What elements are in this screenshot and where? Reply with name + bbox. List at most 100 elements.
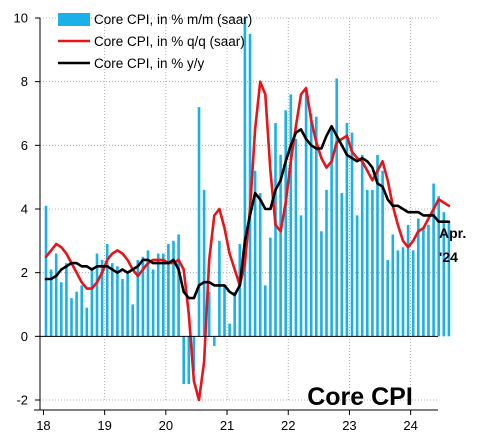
x-tick-label: 21 (220, 418, 234, 433)
bar-mm (116, 266, 119, 337)
bar-mm (447, 221, 451, 337)
bar-mm (391, 234, 395, 337)
bar-mm (182, 336, 185, 385)
bar-mm (243, 18, 247, 337)
bar-mm (427, 224, 430, 337)
bar-mm (371, 189, 374, 337)
bar-mm (315, 116, 318, 337)
legend: Core CPI, in % m/m (saar) Core CPI, in % … (58, 12, 252, 71)
bar-mm (141, 256, 145, 337)
y-tick-label: 2 (21, 265, 28, 280)
bar-mm (136, 259, 140, 337)
bar-mm (299, 215, 303, 337)
bar-mm (213, 336, 216, 346)
x-axis-tick-labels: 18 19 20 21 22 23 24 (36, 418, 418, 433)
bar-mm (258, 193, 262, 337)
y-tick-label: 8 (21, 74, 28, 89)
bar-mm (172, 240, 175, 337)
bar-mm (381, 170, 384, 337)
bar-mm (151, 269, 155, 337)
bar-mm (44, 205, 48, 337)
bar-mm (60, 282, 63, 337)
legend-label: Core CPI, in % y/y (94, 56, 205, 71)
bar-mm (75, 291, 78, 337)
bar-mm (355, 215, 359, 337)
line-qq (44, 80, 451, 402)
bar-mm (274, 123, 277, 337)
bar-mm (105, 244, 109, 337)
bar-mm (70, 298, 73, 337)
bar-mm (422, 228, 425, 337)
x-tick-label: 19 (97, 418, 111, 433)
bar-mm (340, 193, 344, 337)
bar-mm (304, 88, 308, 337)
bar-mm (233, 291, 236, 337)
x-tick-label: 18 (36, 418, 50, 433)
bar-mm (146, 250, 150, 337)
bar-mm (192, 336, 196, 372)
bar-mm (202, 189, 206, 337)
y-tick-label: 0 (21, 329, 28, 344)
x-tick-label: 23 (342, 418, 356, 433)
bar-mm (162, 253, 165, 337)
bar-mm (345, 123, 349, 337)
bar-mm (131, 304, 134, 337)
bar-mm (49, 269, 53, 337)
bar-mm (126, 272, 129, 337)
bar-mm (401, 247, 405, 337)
bar-mm (294, 138, 298, 337)
bar-mm (177, 234, 180, 337)
bar-mm (197, 107, 201, 337)
bar-mm (376, 154, 379, 337)
bar-mm (111, 263, 114, 337)
bar-mm (264, 285, 267, 337)
y-tick-label: 10 (14, 11, 28, 26)
x-tick-label: 20 (159, 418, 173, 433)
bar-mm (223, 285, 226, 337)
bar-mm (95, 253, 99, 337)
bar-mm (432, 183, 435, 337)
bar-mm (167, 244, 170, 337)
x-tick-label: 24 (403, 418, 417, 433)
bar-mm (330, 126, 333, 337)
bar-mm (335, 78, 338, 337)
bar-mm (269, 237, 272, 337)
bar-mm (207, 291, 211, 337)
bar-mm (437, 196, 440, 337)
bar-mm (289, 94, 293, 337)
annotation-month: Apr. (439, 225, 466, 241)
y-tick-label: 6 (21, 138, 28, 153)
bar-mm (417, 218, 420, 337)
bar-mm (386, 259, 389, 337)
legend-label: Core CPI, in % m/m (saar) (94, 12, 252, 27)
chart-title: Core CPI (307, 383, 413, 411)
x-tick-label: 22 (281, 418, 295, 433)
bar-mm (360, 154, 364, 337)
bar-mm (65, 263, 68, 337)
legend-label: Core CPI, in % q/q (saar) (94, 34, 245, 49)
bar-mm (279, 154, 282, 337)
legend-swatch-bar (58, 13, 90, 26)
bar-mm (85, 307, 89, 337)
bar-mm (309, 113, 313, 337)
bar-mm (411, 250, 415, 337)
bar-mm (100, 259, 104, 337)
y-tick-label: 4 (21, 202, 28, 217)
bar-mm (228, 323, 231, 337)
y-axis-tick-labels: -2 0 2 4 6 8 10 (14, 11, 28, 408)
line-yy (44, 124, 451, 300)
bar-mm (121, 279, 124, 337)
bar-mm (238, 244, 242, 337)
bar-mm (187, 336, 191, 385)
bar-mm (406, 224, 410, 337)
bar-mm (90, 269, 94, 337)
bar-mm (253, 170, 257, 337)
bar-mm (442, 212, 446, 337)
bar-mm (54, 253, 58, 337)
y-tick-label: -2 (16, 393, 28, 408)
bar-mm (156, 253, 160, 337)
bar-mm (80, 285, 83, 337)
axes (34, 17, 438, 415)
bar-mm (248, 33, 252, 337)
